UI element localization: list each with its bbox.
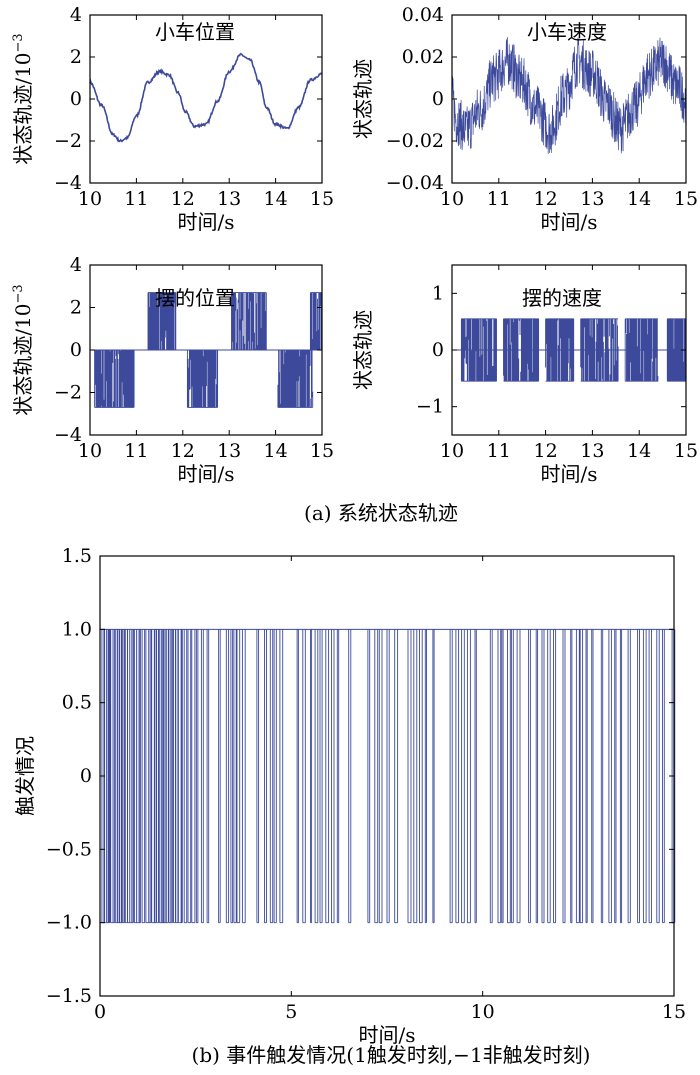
x-tick-label: 13 (217, 188, 241, 210)
y-tick-label: 0.02 (402, 46, 444, 68)
x-tick-label: 15 (310, 188, 334, 210)
series-line (89, 52, 323, 143)
x-axis-label: 时间/s (540, 210, 597, 234)
y-axis-label-exponent: −3 (11, 33, 26, 52)
event-trigger-panel: 0 5 10 15 −1.5 −1.0 −0.5 0 0.5 1.0 1.5 时间/s 触发情况 (13, 545, 686, 1047)
x-tick-label: 14 (627, 440, 651, 462)
y-axis-label: 状态轨迹/10−3 (11, 33, 35, 164)
x-tick-label: 13 (580, 188, 604, 210)
x-tick-label: 15 (674, 440, 698, 462)
y-tick-label: −0.5 (46, 838, 92, 860)
y-tick-label: 0 (70, 339, 82, 361)
x-axis-label: 时间/s (540, 462, 597, 486)
y-axis-label-exponent: −3 (11, 284, 26, 303)
series-group (451, 37, 687, 155)
y-tick-label: 0.04 (402, 4, 444, 26)
y-tick-label: 1.0 (62, 618, 92, 640)
switching-band (186, 349, 219, 408)
switching-band (460, 318, 497, 382)
switching-band (94, 349, 135, 408)
switching-band (624, 318, 659, 382)
x-tick-label: 10 (440, 440, 464, 462)
caption-b: (b) 事件触发情况(1触发时刻,−1非触发时刻) (192, 1043, 591, 1067)
x-tick-label: 10 (78, 188, 102, 210)
y-axis-label: 状态轨迹 (351, 310, 375, 390)
x-axis-label: 时间/s (177, 462, 234, 486)
y-tick-label: 0 (70, 88, 82, 110)
x-tick-label: 10 (440, 188, 464, 210)
x-tick-label: 14 (627, 188, 651, 210)
y-tick-label: 0 (432, 339, 444, 361)
y-axis-label: 触发情况 (13, 736, 37, 816)
y-tick-label: −1.5 (46, 985, 92, 1007)
switching-band (147, 292, 177, 351)
series-group (452, 318, 687, 382)
y-tick-label: −2 (54, 382, 82, 404)
x-tick-label: 0 (94, 1001, 106, 1023)
y-tick-label: 2 (70, 46, 82, 68)
switching-band (580, 318, 619, 382)
y-tick-label: 2 (70, 297, 82, 319)
y-axis-label: 状态轨迹/10−3 (11, 284, 35, 415)
y-axis-label: 状态轨迹 (351, 59, 375, 139)
panel-title: 摆的位置 (155, 286, 235, 310)
y-tick-label: −1 (416, 396, 444, 418)
switching-band (277, 349, 314, 408)
caption-a: (a) 系统状态轨迹 (304, 501, 458, 525)
y-tick-label: 0 (80, 765, 92, 787)
x-tick-label: 10 (471, 1001, 495, 1023)
x-tick-label: 14 (264, 188, 288, 210)
panel-title: 摆的速度 (522, 286, 602, 310)
x-axis-label: 时间/s (358, 1023, 415, 1047)
y-tick-label: 0.5 (62, 692, 92, 714)
y-tick-label: −0.04 (386, 172, 444, 194)
x-tick-label: 13 (217, 440, 241, 462)
series-group (89, 52, 323, 143)
panel-title: 小车速度 (527, 20, 607, 44)
x-tick-label: 13 (580, 440, 604, 462)
x-tick-label: 12 (534, 188, 558, 210)
y-tick-label: 0 (432, 88, 444, 110)
y-tick-label: −4 (54, 172, 82, 194)
x-tick-label: 11 (124, 440, 148, 462)
x-tick-label: 12 (171, 440, 195, 462)
y-tick-label: 1 (432, 282, 444, 304)
switching-band (503, 318, 540, 382)
y-tick-label: −4 (54, 424, 82, 446)
series-group (90, 292, 323, 408)
switching-band (231, 292, 267, 351)
y-tick-label: −2 (54, 130, 82, 152)
x-tick-label: 15 (662, 1001, 686, 1023)
y-tick-label: 4 (70, 4, 82, 26)
x-tick-label: 11 (124, 188, 148, 210)
x-tick-label: 12 (534, 440, 558, 462)
switching-band (309, 292, 323, 351)
x-tick-label: 14 (264, 440, 288, 462)
y-tick-label: −1.0 (46, 912, 92, 934)
x-tick-label: 5 (285, 1001, 297, 1023)
x-tick-label: 10 (78, 440, 102, 462)
trigger-pulses (101, 629, 676, 924)
x-tick-label: 12 (171, 188, 195, 210)
x-tick-label: 11 (487, 188, 511, 210)
switching-band (545, 318, 575, 382)
x-tick-label: 15 (310, 440, 334, 462)
y-tick-label: 4 (70, 254, 82, 276)
x-axis-label: 时间/s (177, 210, 234, 234)
y-tick-label: −0.02 (386, 130, 444, 152)
series-group (100, 628, 676, 924)
y-tick-label: 1.5 (62, 545, 92, 567)
series-line (451, 37, 687, 155)
x-tick-label: 15 (674, 188, 698, 210)
panel-title: 小车位置 (155, 20, 235, 44)
x-tick-label: 11 (487, 440, 511, 462)
